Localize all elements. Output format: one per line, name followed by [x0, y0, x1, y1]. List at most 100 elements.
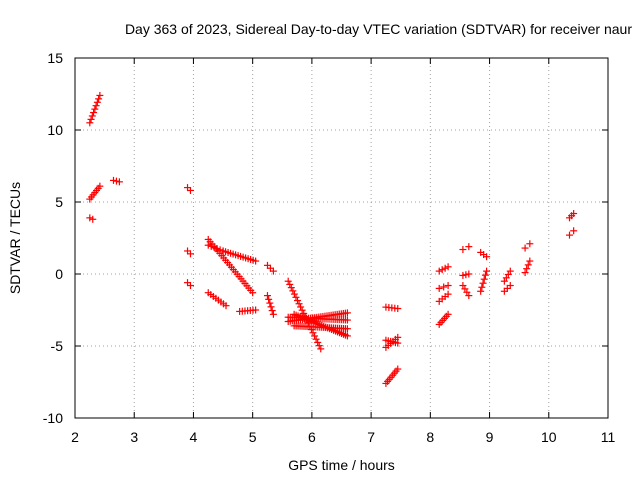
data-point — [343, 332, 351, 340]
data-point — [444, 310, 452, 318]
data-point — [526, 257, 534, 265]
data-point — [343, 309, 351, 317]
y-tick-labels: -10 -5 0 5 10 15 — [43, 50, 63, 426]
data-point — [459, 271, 467, 279]
x-axis-title: GPS time / hours — [288, 457, 395, 473]
data-point — [478, 283, 486, 291]
data-point — [441, 264, 449, 272]
x-tick-label: 2 — [71, 429, 79, 445]
data-point — [290, 290, 298, 298]
data-point — [265, 295, 273, 303]
x-tick-label: 10 — [541, 429, 557, 445]
data-point — [294, 297, 302, 305]
data-point — [343, 316, 351, 324]
data-point — [524, 261, 532, 269]
data-point — [213, 245, 221, 253]
data-point — [269, 267, 277, 275]
data-point — [506, 282, 514, 290]
data-point — [210, 244, 218, 252]
data-point — [314, 338, 322, 346]
data-point — [266, 299, 274, 307]
data-point — [317, 345, 325, 353]
data-point — [268, 307, 276, 315]
data-point — [479, 279, 487, 287]
data-point — [526, 240, 534, 248]
data-point — [92, 102, 100, 110]
data-point — [477, 287, 485, 295]
data-point — [311, 332, 319, 340]
data-point — [86, 214, 94, 222]
data-point — [459, 246, 467, 254]
data-point — [287, 284, 295, 292]
x-tick-label: 11 — [601, 429, 616, 445]
data-point — [309, 329, 317, 337]
data-point — [315, 342, 323, 350]
x-tick-label: 9 — [486, 429, 494, 445]
data-point — [295, 300, 303, 308]
data-point — [186, 250, 194, 258]
data-point — [91, 105, 99, 113]
data-point — [89, 215, 97, 223]
data-point — [292, 293, 300, 301]
data-point — [204, 241, 212, 249]
chart-title: Day 363 of 2023, Sidereal Day-to-day VTE… — [125, 21, 632, 37]
data-point — [96, 91, 104, 99]
data-point — [112, 177, 120, 185]
x-tick-label: 5 — [249, 429, 257, 445]
data-point — [109, 176, 117, 184]
y-tick-label: 0 — [55, 266, 63, 282]
data-point — [216, 246, 224, 254]
data-point — [506, 267, 514, 275]
data-point — [263, 292, 271, 300]
x-tick-label: 7 — [367, 429, 375, 445]
data-point — [570, 210, 578, 218]
data-point — [90, 109, 98, 117]
data-point — [267, 303, 275, 311]
x-tick-label: 8 — [426, 429, 434, 445]
data-point — [252, 257, 260, 265]
data-point — [186, 282, 194, 290]
data-point — [435, 284, 443, 292]
data-point — [444, 282, 452, 290]
data-point — [222, 302, 230, 310]
data-point — [521, 269, 529, 277]
axis-ticks — [74, 57, 609, 419]
data-point — [115, 178, 123, 186]
data-point — [570, 227, 578, 235]
data-point — [343, 325, 351, 333]
data-point — [93, 98, 101, 106]
data-point — [440, 283, 448, 291]
data-point — [483, 253, 491, 261]
data-point — [465, 292, 473, 300]
data-point — [394, 333, 402, 341]
plot-frame — [74, 57, 609, 419]
x-tick-labels: 2 3 4 5 6 7 8 9 10 11 — [71, 429, 615, 445]
data-point — [284, 277, 292, 285]
data-point — [298, 306, 306, 314]
data-point — [88, 112, 96, 120]
data-point — [483, 267, 491, 275]
data-point — [269, 310, 277, 318]
x-tick-label: 4 — [190, 429, 198, 445]
y-tick-label: 5 — [55, 194, 63, 210]
data-point — [566, 231, 574, 239]
grid — [75, 58, 608, 418]
y-tick-label: -10 — [43, 410, 63, 426]
data-point — [435, 267, 443, 275]
data-point — [394, 365, 402, 373]
data-point — [95, 95, 103, 103]
data-point — [297, 303, 305, 311]
data-point — [523, 265, 531, 273]
y-tick-label: 10 — [47, 122, 63, 138]
data-point — [186, 186, 194, 194]
data-point — [87, 115, 95, 123]
x-tick-label: 3 — [130, 429, 138, 445]
data-point — [438, 266, 446, 274]
data-point — [289, 287, 297, 295]
data-point — [481, 271, 489, 279]
data-point — [96, 182, 104, 190]
y-tick-label: 15 — [47, 50, 63, 66]
data-point — [252, 306, 260, 314]
data-point — [444, 263, 452, 271]
